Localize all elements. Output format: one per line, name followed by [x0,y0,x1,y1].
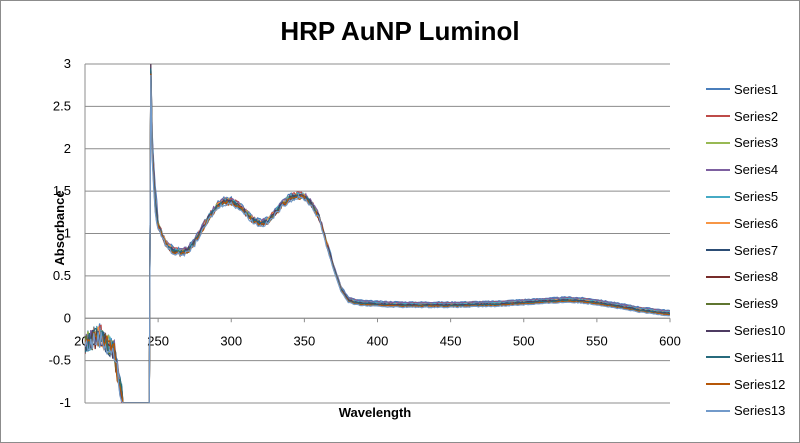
legend-swatch [706,115,730,118]
x-tick-label: 400 [367,333,389,348]
series-line-8 [85,73,670,403]
legend: Series1 Series2 Series3 Series4 Series5 Serie… [706,76,796,424]
series-line-12 [85,73,670,403]
legend-item: Series11 [706,344,796,371]
legend-swatch [706,302,730,305]
legend-swatch [706,195,730,198]
legend-swatch [706,409,730,412]
legend-label: Series9 [734,296,779,312]
legend-label: Series5 [734,189,779,205]
legend-swatch [706,88,730,91]
series-line-9 [85,70,670,403]
y-tick-label: -0.5 [49,353,71,368]
legend-swatch [706,383,730,386]
x-tick-label: 300 [220,333,242,348]
y-tick-label: -1 [59,395,71,410]
legend-label: Series8 [734,269,779,285]
legend-item: Series10 [706,317,796,344]
legend-item: Series1 [706,76,796,103]
legend-label: Series3 [734,135,779,151]
x-tick-label: 600 [659,333,681,348]
y-tick-label: 1 [64,226,71,241]
legend-item: Series13 [706,398,796,425]
y-tick-label: 0.5 [53,268,71,283]
legend-swatch [706,249,730,252]
x-tick-label: 250 [147,333,169,348]
legend-swatch [706,275,730,278]
legend-label: Series12 [734,376,786,392]
legend-swatch [706,222,730,225]
chart-title: HRP AuNP Luminol [280,16,520,46]
legend-swatch [706,168,730,171]
legend-item: Series12 [706,371,796,398]
y-tick-label: 1.5 [53,183,71,198]
y-axis-label: Absorbance [52,190,67,266]
legend-label: Series13 [734,403,786,419]
series-line-13 [85,74,670,403]
series-line-11 [85,68,670,403]
legend-label: Series1 [734,81,779,97]
y-tick-label: 3 [64,56,71,71]
legend-item: Series2 [706,103,796,130]
legend-label: Series10 [734,323,786,339]
legend-item: Series3 [706,130,796,157]
legend-item: Series6 [706,210,796,237]
y-tick-label: 2.5 [53,98,71,113]
legend-label: Series11 [734,349,785,365]
x-axis-label: Wavelength [338,405,412,420]
x-tick-label: 450 [440,333,462,348]
legend-item: Series9 [706,290,796,317]
legend-label: Series7 [734,242,779,258]
y-tick-label: 2 [64,141,71,156]
legend-swatch [706,356,730,359]
legend-label: Series6 [734,215,779,231]
x-tick-label: 350 [294,333,316,348]
legend-item: Series8 [706,264,796,291]
legend-label: Series2 [734,108,779,124]
legend-item: Series7 [706,237,796,264]
legend-swatch [706,141,730,144]
y-tick-label: 0 [64,310,71,325]
x-tick-label: 550 [586,333,608,348]
x-tick-label: 500 [513,333,535,348]
series-line-7 [85,67,670,403]
legend-label: Series4 [734,162,779,178]
legend-item: Series4 [706,156,796,183]
legend-swatch [706,329,730,332]
legend-item: Series5 [706,183,796,210]
